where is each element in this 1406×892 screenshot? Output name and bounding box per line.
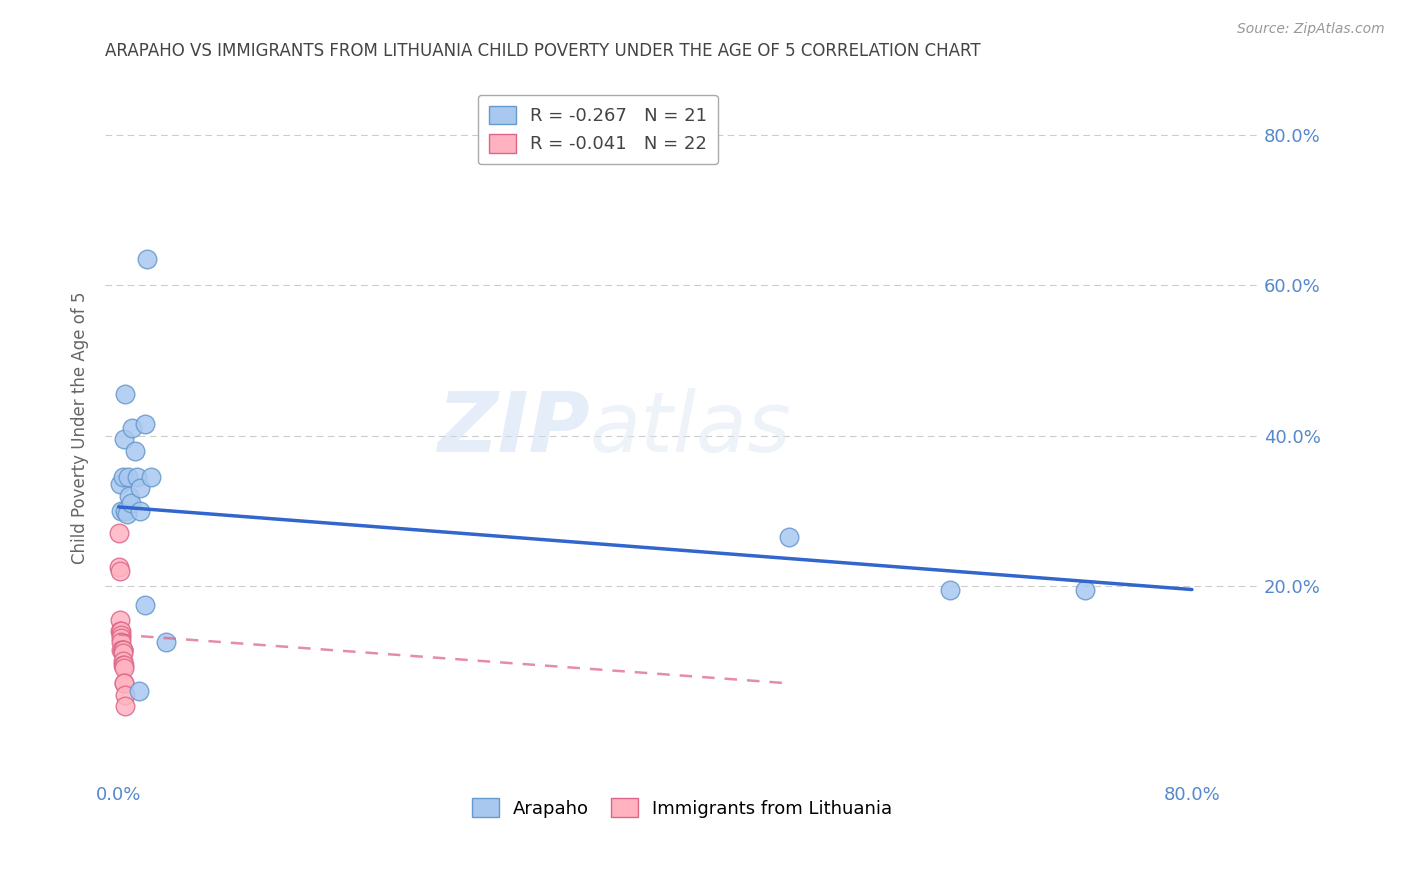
Point (114, 504, 136, 518)
Point (135, 252, 157, 267)
Point (121, 421, 143, 435)
Point (114, 698, 136, 713)
Point (1073, 582, 1095, 597)
Point (139, 470, 162, 484)
Point (111, 470, 134, 484)
Text: Source: ZipAtlas.com: Source: ZipAtlas.com (1237, 22, 1385, 37)
Point (778, 530, 800, 544)
Point (111, 642, 134, 657)
Point (110, 635, 132, 649)
Point (110, 504, 132, 518)
Legend: Arapaho, Immigrants from Lithuania: Arapaho, Immigrants from Lithuania (464, 791, 900, 825)
Point (155, 635, 177, 649)
Point (128, 684, 150, 698)
Point (117, 470, 139, 484)
Point (112, 433, 135, 447)
Point (110, 642, 132, 657)
Text: atlas: atlas (589, 388, 792, 468)
Point (110, 624, 132, 638)
Text: ARAPAHO VS IMMIGRANTS FROM LITHUANIA CHILD POVERTY UNDER THE AGE OF 5 CORRELATIO: ARAPAHO VS IMMIGRANTS FROM LITHUANIA CHI… (105, 42, 981, 60)
Point (114, 688, 136, 702)
Point (115, 508, 138, 522)
Point (124, 443, 146, 458)
Point (111, 654, 134, 668)
Point (118, 489, 141, 503)
Point (112, 661, 135, 675)
Point (112, 676, 135, 690)
Point (120, 496, 142, 510)
Y-axis label: Child Poverty Under the Age of 5: Child Poverty Under the Age of 5 (72, 292, 89, 565)
Point (108, 477, 131, 491)
Point (111, 646, 134, 660)
Point (112, 657, 135, 672)
Point (129, 504, 152, 518)
Point (107, 526, 129, 541)
Point (112, 676, 135, 690)
Point (108, 564, 131, 578)
Point (129, 481, 152, 495)
Point (107, 560, 129, 574)
Text: ZIP: ZIP (437, 388, 589, 468)
Point (111, 657, 134, 672)
Point (111, 642, 134, 657)
Point (939, 582, 962, 597)
Point (110, 627, 132, 641)
Point (134, 598, 156, 612)
Point (114, 387, 136, 401)
Point (134, 417, 156, 432)
Point (127, 470, 149, 484)
Point (108, 624, 131, 638)
Point (110, 632, 132, 646)
Point (108, 613, 131, 627)
Point (111, 642, 134, 657)
